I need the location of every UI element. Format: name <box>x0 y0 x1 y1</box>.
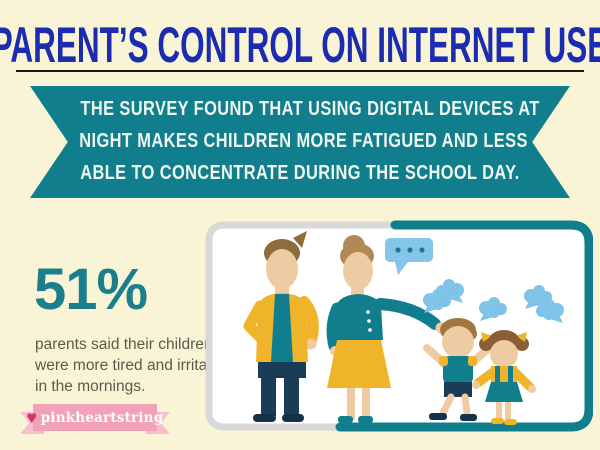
page-title: PARENT’S CONTROL ON INTERNET USE <box>0 17 600 73</box>
speech-bubble-icon <box>385 238 433 275</box>
watermark-label: pinkheartstring <box>40 409 164 426</box>
father-figure <box>243 231 319 422</box>
son-figure <box>423 318 495 421</box>
stat-description-line: in the mornings. <box>35 378 146 395</box>
card-teal-border <box>335 220 593 432</box>
watermark-ribbon[interactable]: ♥ pinkheartstring <box>20 402 170 440</box>
watermark-band[interactable]: ♥ pinkheartstring <box>27 404 163 431</box>
stat-percentage: 51% <box>34 257 148 322</box>
title-divider <box>16 70 584 72</box>
banner-line: NIGHT MAKES CHILDREN MORE FATIGUED AND L… <box>79 130 528 152</box>
heart-icon: ♥ <box>26 408 37 427</box>
stat-description: parents said their children were more ti… <box>35 334 228 397</box>
family-illustration-card <box>205 220 593 432</box>
mother-figure <box>326 235 447 423</box>
stat-description-line: parents said their children <box>35 336 213 353</box>
banner-line: THE SURVEY FOUND THAT USING DIGITAL DEVI… <box>80 98 540 120</box>
stat-description-line: were more tired and irritable <box>35 357 228 374</box>
banner-line: ABLE TO CONCENTRATE DURING THE SCHOOL DA… <box>80 162 520 184</box>
survey-banner: THE SURVEY FOUND THAT USING DIGITAL DEVI… <box>30 86 570 198</box>
daughter-figure <box>472 330 536 425</box>
